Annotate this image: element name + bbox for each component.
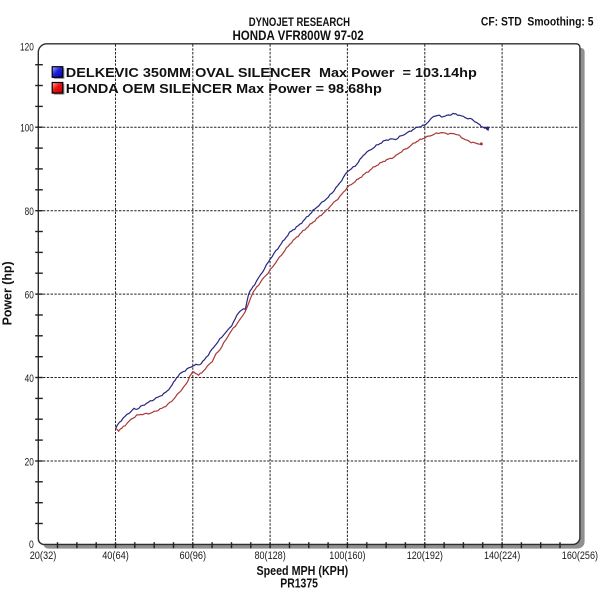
- svg-text:60(96): 60(96): [180, 550, 207, 562]
- svg-text:100: 100: [20, 123, 34, 135]
- svg-text:DYNOJET RESEARCH: DYNOJET RESEARCH: [249, 15, 350, 29]
- svg-text:HONDA OEM SILENCER Max Power =: HONDA OEM SILENCER Max Power = 98.68hp: [66, 81, 382, 96]
- svg-text:CF: STD Smoothing: 5: CF: STD Smoothing: 5: [481, 15, 594, 29]
- svg-text:80: 80: [25, 206, 34, 218]
- svg-text:100(160): 100(160): [329, 550, 365, 562]
- svg-text:120(192): 120(192): [407, 550, 443, 562]
- svg-text:PR1375: PR1375: [280, 576, 318, 591]
- svg-text:0: 0: [29, 539, 34, 551]
- svg-text:40(64): 40(64): [102, 550, 129, 562]
- svg-text:HONDA VFR800W 97-02: HONDA VFR800W 97-02: [232, 27, 363, 43]
- svg-text:Power (hp): Power (hp): [1, 261, 15, 325]
- svg-text:140(224): 140(224): [484, 550, 520, 562]
- svg-text:160(256): 160(256): [562, 550, 598, 562]
- svg-text:80(128): 80(128): [254, 550, 285, 562]
- svg-text:40: 40: [25, 373, 34, 385]
- svg-text:Speed MPH (KPH): Speed MPH (KPH): [256, 564, 348, 578]
- svg-text:120: 120: [20, 41, 34, 53]
- svg-text:20(32): 20(32): [30, 550, 57, 562]
- svg-text:DELKEVIC 350MM OVAL SILENCER: DELKEVIC 350MM OVAL SILENCER Max Power =…: [66, 65, 477, 80]
- svg-text:20: 20: [25, 456, 34, 468]
- svg-text:60: 60: [25, 290, 34, 302]
